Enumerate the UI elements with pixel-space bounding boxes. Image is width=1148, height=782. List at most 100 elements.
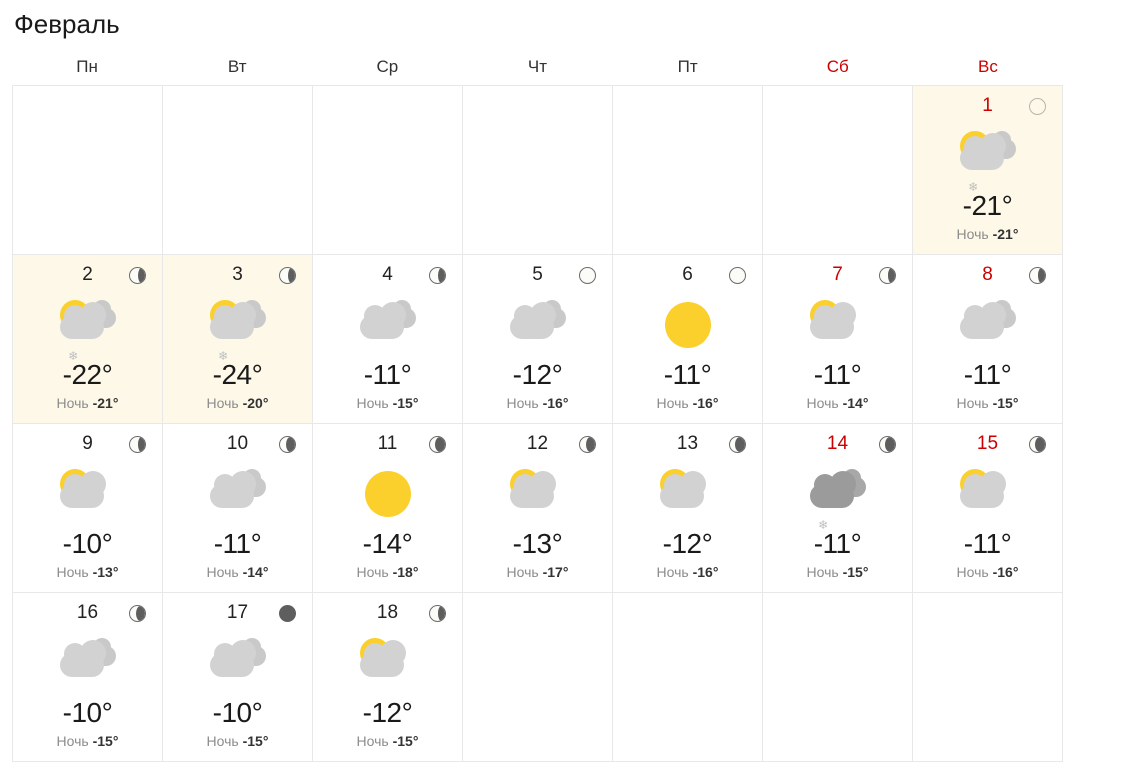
calendar-day-cell[interactable]: 7 -11° Ночь -14° — [763, 255, 913, 424]
night-label: Ночь — [506, 395, 539, 411]
calendar-day-cell[interactable]: 10 -11° Ночь -14° — [163, 424, 313, 593]
night-temperature: Ночь -15° — [763, 564, 912, 580]
day-number: 10 — [226, 433, 249, 454]
calendar-day-cell[interactable]: 8 -11° Ночь -15° — [913, 255, 1063, 424]
sun-behind-cloud-icon — [952, 467, 1024, 521]
full-moon-icon — [279, 605, 296, 622]
day-number: 1 — [982, 95, 993, 116]
day-number: 12 — [526, 433, 549, 454]
calendar-day-cell[interactable]: 3 ❄ -24° Ночь -20° — [163, 255, 313, 424]
calendar-day-cell[interactable]: 13 -12° Ночь -16° — [613, 424, 763, 593]
night-label: Ночь — [206, 564, 239, 580]
day-number: 14 — [826, 433, 849, 454]
day-temperature: -11° — [363, 359, 412, 390]
calendar: Пн Вт Ср Чт Пт Сб Вс 1 ❄ -21° Ночь -21° 2 ❄ -22° Ночь… — [12, 48, 1063, 762]
cloud-icon — [502, 298, 574, 352]
night-label: Ночь — [206, 733, 239, 749]
night-label: Ночь — [506, 564, 539, 580]
weather-icon-wrap: ❄ — [13, 297, 162, 362]
cloud-icon — [202, 467, 274, 521]
day-number: 16 — [76, 602, 99, 623]
weekday-header-3: Чт — [527, 56, 548, 76]
day-number: 11 — [377, 433, 398, 454]
calendar-day-cell[interactable]: 18 -12° Ночь -15° — [313, 593, 463, 762]
calendar-day-cell[interactable]: 16 -10° Ночь -15° — [13, 593, 163, 762]
night-label: Ночь — [956, 226, 989, 242]
sun-disc — [364, 471, 411, 517]
night-label: Ночь — [806, 564, 839, 580]
calendar-day-cell[interactable]: 1 ❄ -21° Ночь -21° — [913, 86, 1063, 255]
moon-shadow — [137, 437, 145, 452]
calendar-cell-empty — [613, 593, 763, 762]
moon-shadow — [288, 268, 295, 283]
sun-icon — [652, 298, 724, 352]
night-temperature-value: -15° — [842, 564, 869, 580]
moon-shadow — [1035, 437, 1045, 452]
night-temperature-value: -13° — [92, 564, 119, 580]
calendar-cell-empty — [13, 86, 163, 255]
calendar-cell-empty — [463, 593, 613, 762]
weekday-header-4: Пт — [677, 56, 698, 76]
night-label: Ночь — [56, 395, 89, 411]
night-temperature: Ночь -16° — [613, 564, 762, 580]
calendar-day-cell[interactable]: 15 -11° Ночь -16° — [913, 424, 1063, 593]
moon-shadow — [1037, 268, 1045, 283]
calendar-day-cell[interactable]: 4 -11° Ночь -15° — [313, 255, 463, 424]
night-temperature: Ночь -17° — [463, 564, 612, 580]
waxing-gibbous-moon-icon — [729, 436, 746, 453]
night-label: Ночь — [56, 733, 89, 749]
calendar-day-cell[interactable]: 9 -10° Ночь -13° — [13, 424, 163, 593]
new-moon-icon — [1029, 98, 1046, 115]
sun-disc — [664, 302, 711, 348]
day-temperature: -10° — [62, 528, 113, 559]
calendar-day-cell[interactable]: 12 -13° Ночь -17° — [463, 424, 613, 593]
weekday-header-row: Пн Вт Ср Чт Пт Сб Вс — [12, 48, 1063, 85]
day-number: 4 — [382, 264, 393, 285]
cloud-main — [959, 471, 1006, 508]
night-label: Ночь — [656, 564, 689, 580]
weekday-header-6: Вс — [977, 56, 998, 76]
cloud-main — [209, 471, 256, 508]
night-label: Ночь — [806, 395, 839, 411]
day-temperature: -12° — [512, 359, 563, 390]
cloud-icon — [352, 298, 424, 352]
night-label: Ночь — [956, 564, 989, 580]
night-temperature: Ночь -15° — [163, 733, 312, 749]
weather-icon-wrap — [913, 297, 1062, 353]
calendar-day-cell[interactable]: 5 -12° Ночь -16° — [463, 255, 613, 424]
day-number: 5 — [532, 264, 543, 285]
day-number: 7 — [832, 264, 843, 285]
night-label: Ночь — [356, 395, 389, 411]
weather-icon-wrap — [163, 635, 312, 691]
night-temperature-value: -15° — [992, 395, 1019, 411]
night-temperature: Ночь -21° — [13, 395, 162, 411]
night-temperature-value: -17° — [542, 564, 569, 580]
moon-shadow — [435, 437, 445, 452]
day-temperature: -11° — [663, 359, 712, 390]
night-label: Ночь — [656, 395, 689, 411]
weather-icon-wrap — [13, 466, 162, 522]
calendar-day-cell[interactable]: 6 -11° Ночь -16° — [613, 255, 763, 424]
day-temperature: -21° — [962, 190, 1013, 221]
cloud-main — [59, 640, 106, 677]
calendar-cell-empty — [913, 593, 1063, 762]
night-label: Ночь — [956, 395, 989, 411]
weekday-header-5: Сб — [826, 56, 849, 76]
night-temperature: Ночь -16° — [913, 564, 1062, 580]
weekday-header-0: Пн — [76, 56, 98, 76]
night-temperature: Ночь -15° — [313, 733, 462, 749]
calendar-day-cell[interactable]: 14 ❄ -11° Ночь -15° — [763, 424, 913, 593]
calendar-day-cell[interactable]: 17 -10° Ночь -15° — [163, 593, 313, 762]
day-number: 8 — [982, 264, 993, 285]
snowflake-icon: ❄ — [68, 349, 79, 363]
cloud-main — [359, 302, 406, 339]
overcast-snow-icon: ❄ — [802, 467, 874, 531]
night-temperature: Ночь -13° — [13, 564, 162, 580]
day-number: 18 — [376, 602, 399, 623]
calendar-day-cell[interactable]: 2 ❄ -22° Ночь -21° — [13, 255, 163, 424]
calendar-day-cell[interactable]: 11 -14° Ночь -18° — [313, 424, 463, 593]
cloud-icon — [52, 636, 124, 690]
weekday-header-1: Вт — [227, 56, 247, 76]
day-number: 15 — [976, 433, 999, 454]
